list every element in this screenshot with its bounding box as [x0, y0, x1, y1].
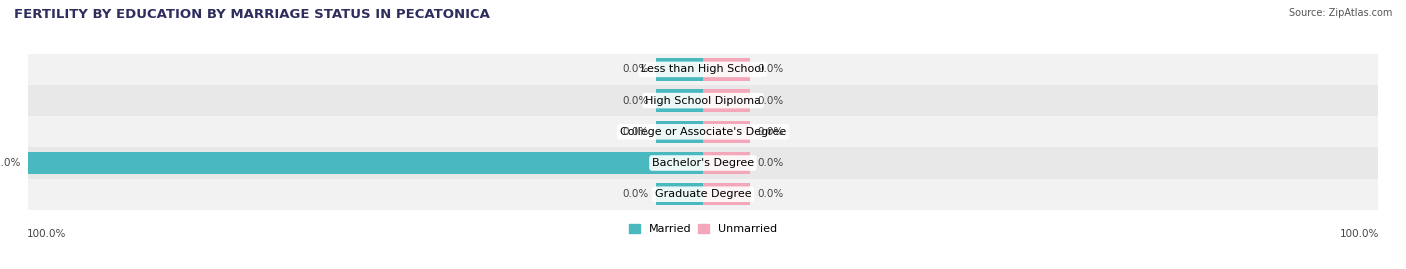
Text: 0.0%: 0.0% — [756, 127, 783, 137]
Bar — [703, 121, 751, 143]
Bar — [655, 183, 703, 206]
Bar — [655, 121, 703, 143]
Bar — [28, 147, 1378, 179]
Text: 0.0%: 0.0% — [623, 189, 650, 199]
Text: Bachelor's Degree: Bachelor's Degree — [652, 158, 754, 168]
Text: Source: ZipAtlas.com: Source: ZipAtlas.com — [1288, 8, 1392, 18]
Bar — [703, 183, 751, 206]
Bar — [28, 116, 1378, 147]
Text: 0.0%: 0.0% — [756, 189, 783, 199]
Text: High School Diploma: High School Diploma — [645, 95, 761, 106]
Text: 100.0%: 100.0% — [27, 229, 66, 239]
Text: 0.0%: 0.0% — [623, 127, 650, 137]
Text: Graduate Degree: Graduate Degree — [655, 189, 751, 199]
Text: 0.0%: 0.0% — [623, 64, 650, 75]
Bar — [703, 152, 751, 174]
Legend: Married, Unmarried: Married, Unmarried — [624, 219, 782, 239]
Text: 100.0%: 100.0% — [1340, 229, 1379, 239]
Bar — [703, 89, 751, 112]
Bar — [655, 58, 703, 81]
Text: 0.0%: 0.0% — [756, 158, 783, 168]
Bar — [703, 58, 751, 81]
Bar — [28, 179, 1378, 210]
Text: 0.0%: 0.0% — [756, 95, 783, 106]
Text: 100.0%: 100.0% — [0, 158, 21, 168]
Text: College or Associate's Degree: College or Associate's Degree — [620, 127, 786, 137]
Text: 0.0%: 0.0% — [623, 95, 650, 106]
Bar — [655, 89, 703, 112]
Text: Less than High School: Less than High School — [641, 64, 765, 75]
Text: 0.0%: 0.0% — [756, 64, 783, 75]
Bar — [28, 152, 703, 174]
Bar — [28, 54, 1378, 85]
Bar — [28, 85, 1378, 116]
Text: FERTILITY BY EDUCATION BY MARRIAGE STATUS IN PECATONICA: FERTILITY BY EDUCATION BY MARRIAGE STATU… — [14, 8, 489, 21]
